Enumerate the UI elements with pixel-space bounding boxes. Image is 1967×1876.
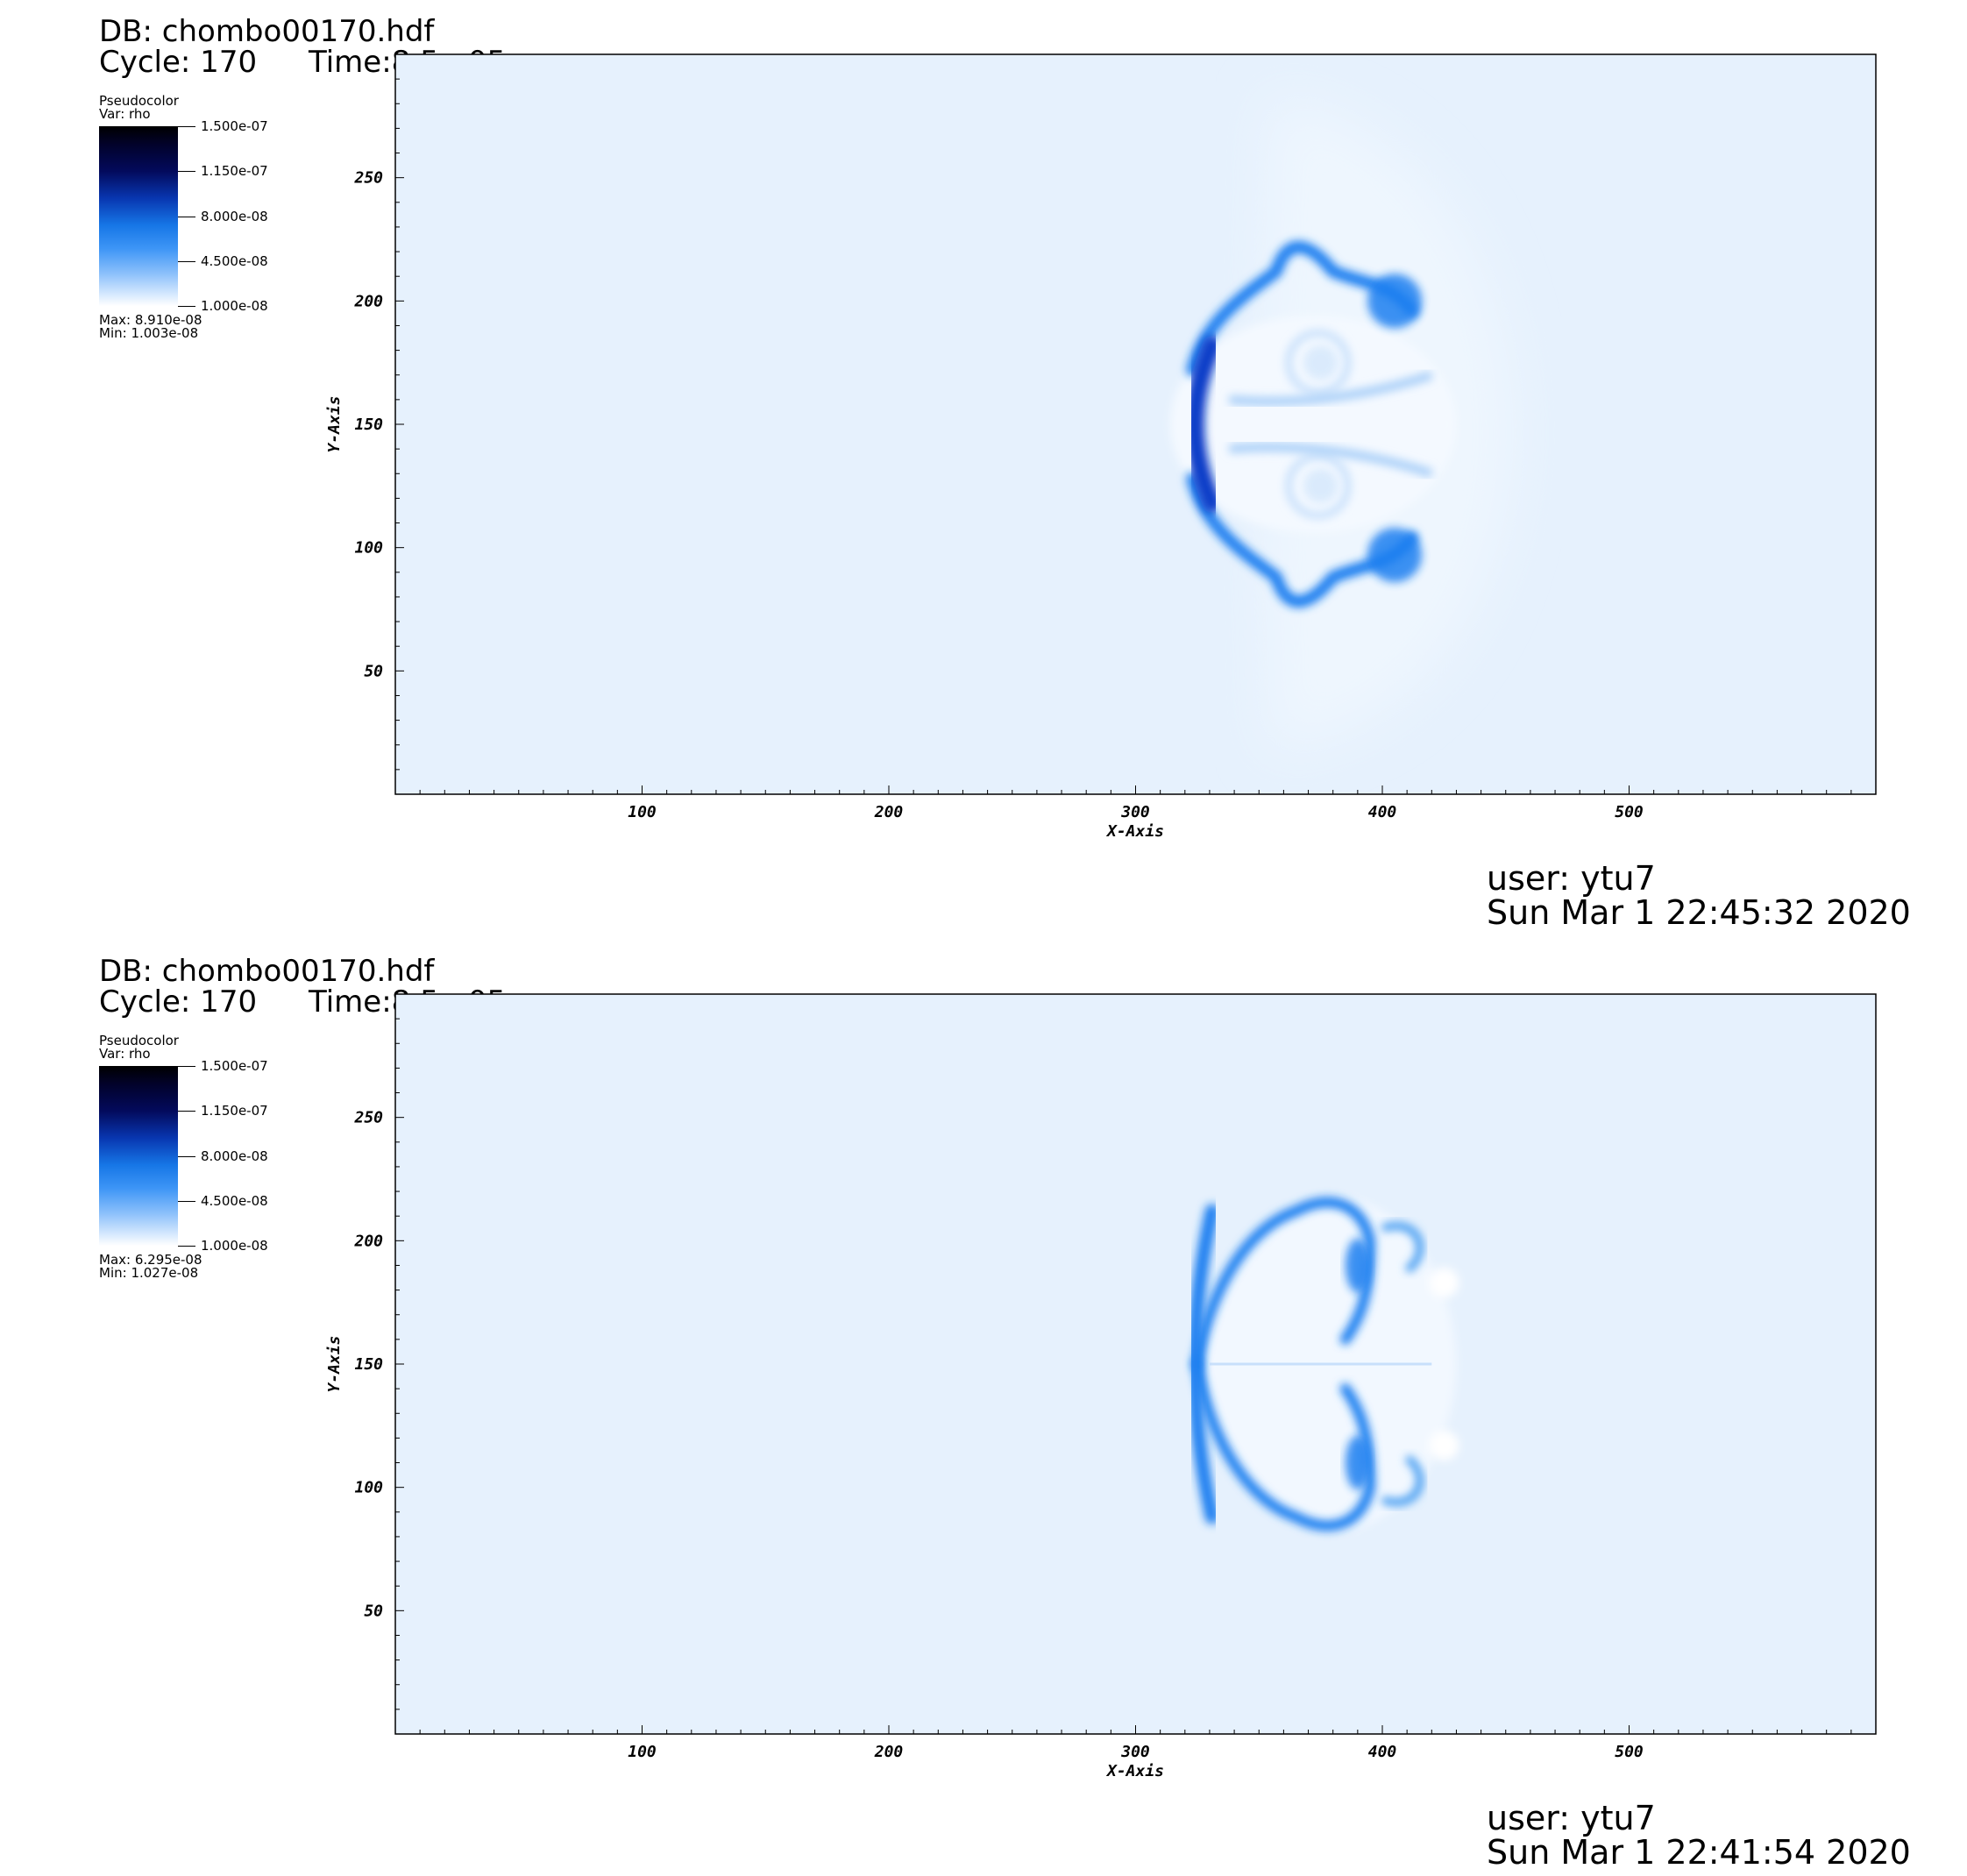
x-tick-label: 400 [1368, 803, 1397, 821]
feature-lower-lobe [1345, 1435, 1370, 1490]
colorbar-tick [178, 1155, 195, 1157]
x-tick-label: 200 [874, 1743, 904, 1761]
legend-var: Var: rho [99, 106, 151, 122]
upper-vortex-ring [1285, 329, 1352, 396]
y-tick-label: 50 [364, 1602, 383, 1620]
y-axis-title: Y-Axis [325, 395, 344, 452]
lower-inner-channel [1229, 443, 1433, 479]
colorbar-tick [178, 260, 195, 262]
legend-tick: 1.500e-07 [201, 118, 268, 134]
lower-vortex-ring [1285, 452, 1352, 520]
feature-lower-vortex [1303, 468, 1339, 504]
legend-min: Min: 1.003e-08 [99, 325, 199, 341]
date-label: Sun Mar 1 22:45:32 2020 [1487, 893, 1911, 932]
y-tick-label: 250 [353, 1109, 383, 1127]
colorbar-tick [178, 306, 195, 307]
y-tick-label: 200 [353, 1232, 383, 1250]
plot-area: 100 200 300 400 500 50 100 150 200 250 X-Axis Y-Axi… [325, 53, 1877, 841]
y-tick-label: 100 [354, 539, 383, 558]
colorbar [99, 126, 178, 306]
x-tick-label: 500 [1615, 803, 1644, 821]
user-label: user: ytu7 [1487, 1799, 1656, 1837]
cycle-label: Cycle: 170 [99, 984, 258, 1020]
date-label: Sun Mar 1 22:41:54 2020 [1487, 1833, 1911, 1872]
density-field [1188, 1196, 1459, 1532]
feature-bow-shock-front [1185, 335, 1222, 514]
plot-area: 100 200 300 400 500 50 100 150 200 250 X-Axis Y-Axi… [325, 993, 1877, 1780]
x-tick-label: 100 [628, 803, 657, 821]
legend-tick: 1.000e-08 [201, 1238, 268, 1254]
plot-panel-2: DB: chombo00170.hdf Cycle: 170 Time:8.5e… [0, 940, 1967, 1876]
db-label: DB: chombo00170.hdf [99, 954, 435, 989]
feature-upper-knot [1367, 274, 1423, 329]
feature-lower-knot [1367, 528, 1423, 583]
x-axis-title: X-Axis [1105, 1762, 1164, 1780]
y-tick-label: 150 [354, 1355, 383, 1374]
lower-curl [1381, 1454, 1424, 1506]
plot-background [395, 994, 1876, 1734]
x-tick-label: 100 [628, 1743, 657, 1761]
upper-curl [1381, 1222, 1424, 1274]
legend-tick: 1.150e-07 [201, 163, 268, 179]
y-tick-label: 200 [353, 292, 383, 310]
cycle-label: Cycle: 170 [99, 45, 258, 80]
plot-panel-1: DB: chombo00170.hdf Cycle: 170 Time:8.5e… [0, 0, 1967, 936]
legend-max: Max: 6.295e-08 [99, 1252, 202, 1268]
x-tick-label: 300 [1120, 803, 1150, 821]
legend-tick: 8.000e-08 [201, 209, 268, 224]
colorbar-tick [178, 1200, 195, 1202]
lower-lobe-edge [1191, 1359, 1375, 1531]
colorbar-tick [178, 171, 195, 173]
legend-min: Min: 1.027e-08 [99, 1265, 199, 1281]
user-label: user: ytu7 [1487, 859, 1656, 898]
legend-tick: 1.000e-08 [201, 298, 268, 314]
legend-tick: 4.500e-08 [201, 1193, 268, 1209]
upper-inner-channel [1229, 370, 1433, 406]
cap-glow [1169, 316, 1457, 533]
plot-background [395, 54, 1876, 794]
colorbar [99, 1066, 178, 1246]
legend-title: Pseudocolor [99, 93, 179, 109]
x-tick-label: 500 [1615, 1743, 1644, 1761]
y-axis-title: Y-Axis [325, 1335, 344, 1392]
legend-tick: 4.500e-08 [201, 253, 268, 269]
colorbar-tick [178, 126, 195, 127]
legend-title: Pseudocolor [99, 1033, 179, 1048]
colorbar-tick [178, 1246, 195, 1247]
lower-bubble [1429, 1430, 1459, 1460]
x-tick-label: 400 [1368, 1743, 1397, 1761]
feature-upper-vortex [1303, 345, 1339, 380]
x-axis-title: X-Axis [1105, 822, 1164, 841]
y-tick-label: 100 [354, 1479, 383, 1497]
x-tick-label: 300 [1120, 1743, 1150, 1761]
density-field [1169, 98, 1512, 750]
colorbar-tick [178, 1066, 195, 1067]
legend-tick: 1.150e-07 [201, 1103, 268, 1119]
y-tick-label: 250 [353, 169, 383, 188]
feature-bow-shock-front [1188, 1204, 1219, 1524]
legend-tick: 1.500e-07 [201, 1058, 268, 1074]
upper-lobe-edge [1191, 1197, 1375, 1369]
legend-tick: 8.000e-08 [201, 1148, 268, 1164]
legend-max: Max: 8.910e-08 [99, 312, 202, 328]
y-tick-label: 50 [364, 662, 383, 680]
x-tick-label: 200 [874, 803, 904, 821]
feature-upper-lobe [1345, 1238, 1370, 1293]
upper-bubble [1429, 1268, 1459, 1298]
legend-var: Var: rho [99, 1046, 151, 1062]
colorbar-tick [178, 1111, 195, 1112]
y-tick-label: 150 [354, 416, 383, 434]
db-label: DB: chombo00170.hdf [99, 14, 435, 49]
